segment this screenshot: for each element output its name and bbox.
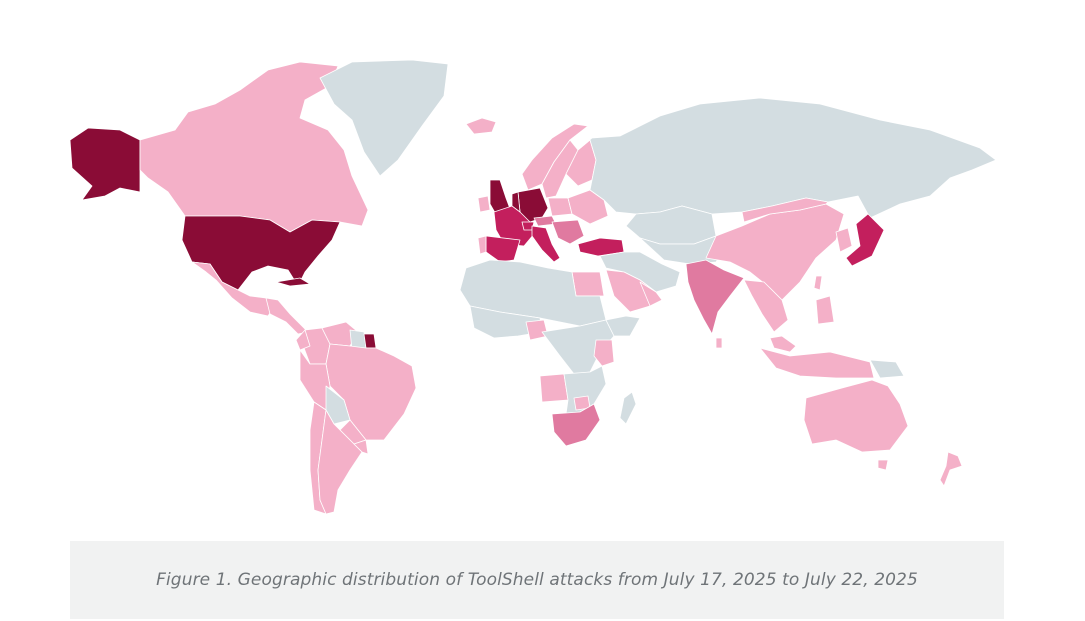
region-norway xyxy=(521,123,589,191)
region-central-america xyxy=(265,297,309,335)
region-bolivia xyxy=(325,385,351,425)
region-new-zealand xyxy=(939,451,963,487)
region-middle-east xyxy=(599,251,681,293)
region-malaysia xyxy=(769,335,797,353)
region-sri-lanka xyxy=(715,337,723,349)
world-map xyxy=(69,59,997,515)
figure-caption-box: Figure 1. Geographic distribution of Too… xyxy=(70,541,1004,619)
region-ireland xyxy=(477,195,491,213)
region-philippines xyxy=(815,295,835,325)
region-russia xyxy=(577,97,997,219)
region-korea xyxy=(835,227,853,253)
region-brazil xyxy=(325,343,417,441)
region-ecuador xyxy=(295,329,311,351)
region-egypt xyxy=(571,271,605,297)
region-cuba xyxy=(275,277,311,287)
figure-caption: Figure 1. Geographic distribution of Too… xyxy=(156,570,918,590)
region-portugal xyxy=(477,235,487,255)
region-gulf-states xyxy=(639,281,663,307)
world-map-svg xyxy=(69,59,997,515)
region-italy xyxy=(531,225,561,263)
region-india xyxy=(685,259,745,335)
region-alaska xyxy=(69,127,141,201)
region-greenland xyxy=(319,59,449,177)
region-angola xyxy=(539,373,569,403)
region-balkans xyxy=(551,219,585,245)
region-netherlands xyxy=(511,191,521,213)
region-nigeria xyxy=(525,319,549,341)
region-madagascar xyxy=(619,391,637,425)
region-tasmania xyxy=(877,459,889,471)
region-argentina xyxy=(317,409,363,515)
region-mongolia xyxy=(741,197,829,223)
region-east-africa xyxy=(605,315,641,337)
region-japan xyxy=(845,213,885,267)
region-spain xyxy=(485,235,521,263)
region-united-states xyxy=(181,215,341,291)
region-iceland xyxy=(465,117,497,135)
region-central-africa xyxy=(541,319,615,375)
region-uruguay xyxy=(353,439,369,455)
region-taiwan xyxy=(813,275,823,291)
region-papua-new-guinea xyxy=(869,359,905,379)
region-australia xyxy=(803,379,909,453)
region-south-africa xyxy=(551,403,601,447)
region-french-guiana xyxy=(363,333,377,349)
region-southeast-asia xyxy=(743,279,789,333)
region-kenya xyxy=(593,339,615,367)
region-indonesia xyxy=(759,347,875,379)
